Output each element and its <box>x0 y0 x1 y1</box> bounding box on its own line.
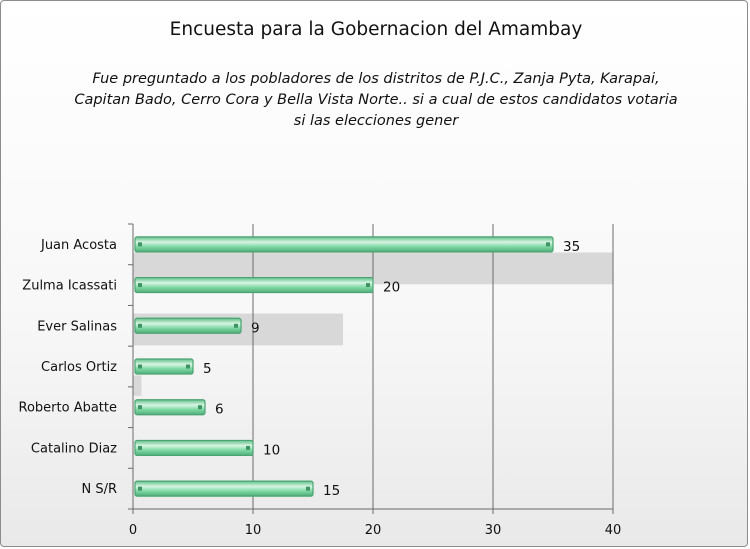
data-label: 10 <box>263 442 280 458</box>
bar-group <box>134 276 374 294</box>
bar-end-mark <box>138 405 142 410</box>
bar <box>134 358 194 375</box>
bar-end-mark <box>186 364 190 369</box>
shadow-band <box>133 375 142 396</box>
bar-end-mark <box>366 283 370 288</box>
data-label: 6 <box>215 402 224 418</box>
x-tick-label: 30 <box>485 523 502 538</box>
data-label: 20 <box>383 280 400 296</box>
category-label: Juan Acosta <box>40 238 117 253</box>
bar-end-mark <box>138 323 142 328</box>
bar-group <box>134 399 206 416</box>
data-label: 5 <box>203 361 212 377</box>
bar-end-mark <box>138 242 142 247</box>
bar <box>134 480 314 497</box>
bar-group <box>134 317 242 334</box>
bar-end-mark <box>234 323 238 328</box>
category-label: Catalino Diaz <box>31 441 117 456</box>
x-tick-label: 40 <box>605 523 622 538</box>
bar <box>134 439 254 457</box>
bar-group <box>134 480 314 497</box>
bar <box>134 399 206 416</box>
data-label: 15 <box>323 483 340 499</box>
x-tick-label: 20 <box>365 523 382 538</box>
bar-end-mark <box>246 445 250 450</box>
bar <box>134 317 242 334</box>
bar <box>134 236 554 253</box>
chart-title: Encuesta para la Gobernacion del Amambay <box>169 19 583 40</box>
bar-end-mark <box>138 486 142 491</box>
bar-end-mark <box>198 405 202 410</box>
bar-group <box>134 358 194 375</box>
data-label: 35 <box>563 239 580 255</box>
bar-end-mark <box>138 364 142 369</box>
bar-end-mark <box>306 486 310 491</box>
category-label: Carlos Ortiz <box>41 360 117 375</box>
bar-end-mark <box>138 283 142 288</box>
category-label: Roberto Abatte <box>19 401 117 416</box>
bar-group <box>134 236 554 253</box>
bar-end-mark <box>546 242 550 247</box>
bar <box>134 276 374 294</box>
category-label: N S/R <box>81 482 117 497</box>
x-tick-label: 10 <box>245 523 262 538</box>
category-label: Zulma Icassati <box>22 279 117 294</box>
data-label: 9 <box>251 320 260 336</box>
bar-group <box>134 439 254 457</box>
chart-subtitle: Fue preguntado a los pobladores de los d… <box>74 71 678 129</box>
bar-end-mark <box>138 445 142 450</box>
category-label: Ever Salinas <box>37 319 117 334</box>
x-tick-label: 0 <box>129 523 137 538</box>
